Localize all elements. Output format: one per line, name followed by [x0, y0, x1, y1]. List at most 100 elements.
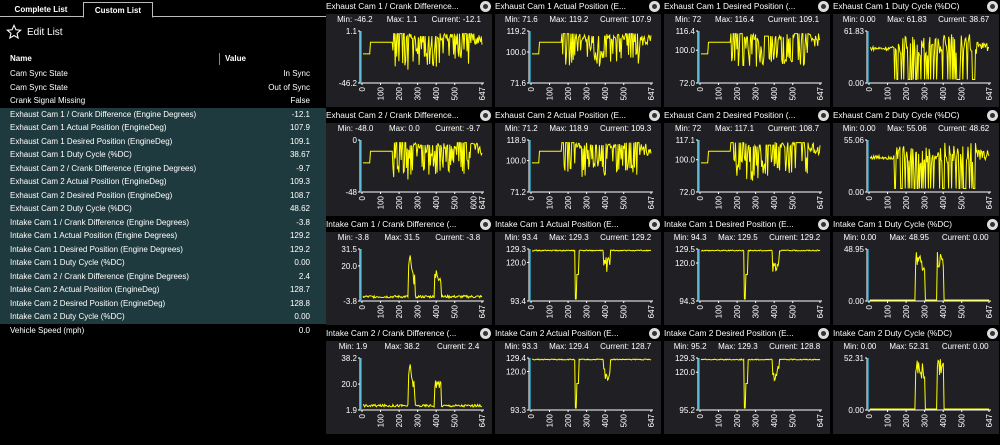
parameter-row[interactable]: Intake Cam 2 Duty Cycle (%DC) 0.00: [0, 310, 326, 324]
graph-plot: 119.2 100.0 71.60 100 200 300 400 500 647: [506, 27, 656, 100]
parameter-row[interactable]: Exhaust Cam 2 Duty Cycle (%DC) 48.62: [0, 202, 326, 216]
x-tick-label: 0: [865, 413, 874, 418]
x-tick-label: 400: [939, 413, 948, 427]
graph-options-icon[interactable]: [818, 219, 829, 230]
graph-panel[interactable]: Exhaust Cam 1 Actual Position (E... Min: …: [495, 0, 665, 109]
graph-panel[interactable]: Exhaust Cam 2 Desired Position (... Min: …: [664, 109, 834, 218]
parameter-row[interactable]: Vehicle Speed (mph) 0.0: [0, 324, 326, 338]
graph-current: Current: 129.2: [769, 233, 821, 242]
graph-options-icon[interactable]: [480, 1, 491, 12]
y-tick-label: 129.5: [675, 245, 696, 254]
parameter-row[interactable]: Exhaust Cam 1 Duty Cycle (%DC) 38.67: [0, 148, 326, 162]
graph-options-icon[interactable]: [649, 219, 660, 230]
graph-options-icon[interactable]: [818, 328, 829, 339]
y-tick-label: 61.83: [844, 27, 865, 36]
graph-panel[interactable]: Exhaust Cam 2 Actual Position (E... Min: …: [495, 109, 665, 218]
graph-options-icon[interactable]: [649, 110, 660, 121]
graph-options-icon[interactable]: [987, 328, 998, 339]
parameter-value: 129.2: [289, 231, 310, 240]
graph-options-icon[interactable]: [480, 219, 491, 230]
parameter-row[interactable]: Intake Cam 1 Actual Position (Engine Deg…: [0, 229, 326, 243]
parameter-row[interactable]: Cam Sync State In Sync: [0, 67, 326, 81]
x-tick-label: 100: [884, 413, 893, 427]
graph-panel[interactable]: Intake Cam 2 Duty Cycle (%DC) Min: 0.00 Ma…: [833, 327, 1000, 436]
y-tick-label: 20.0: [341, 262, 357, 271]
parameter-name: Crank Signal Missing: [10, 96, 86, 105]
parameter-row[interactable]: Crank Signal Missing False: [0, 94, 326, 108]
graph-panel[interactable]: Exhaust Cam 1 / Crank Difference... Min: …: [326, 0, 496, 109]
edit-list-button[interactable]: Edit List: [6, 24, 63, 40]
x-tick-label: 300: [752, 86, 761, 100]
column-header-name[interactable]: Name: [10, 54, 32, 63]
parameter-value: 128.7: [289, 285, 310, 294]
column-divider[interactable]: [219, 53, 220, 65]
graph-options-icon[interactable]: [649, 328, 660, 339]
parameter-row[interactable]: Exhaust Cam 1 Desired Position (EngineDe…: [0, 134, 326, 148]
graph-current: Current: 0.00: [941, 342, 989, 351]
x-tick-label: 400: [432, 304, 441, 318]
series-line: [701, 141, 821, 181]
parameter-row[interactable]: Cam Sync State Out of Sync: [0, 81, 326, 95]
graph-min: Min: 93.3: [504, 342, 538, 351]
parameter-row[interactable]: Exhaust Cam 2 Desired Position (EngineDe…: [0, 188, 326, 202]
graph-panel[interactable]: Exhaust Cam 2 / Crank Difference... Min: …: [326, 109, 496, 218]
parameter-value: 38.67: [289, 150, 310, 159]
x-tick-label: 400: [770, 195, 779, 209]
graph-panel[interactable]: Intake Cam 2 Actual Position (E... Min: 9…: [495, 327, 665, 436]
x-tick-label: 400: [601, 304, 610, 318]
y-tick-label: 93.3: [510, 406, 526, 415]
graph-plot: 116.4 100.0 72.00 100 200 300 400 500 647: [675, 27, 825, 100]
graph-panel[interactable]: Intake Cam 1 / Crank Difference (... Min:…: [326, 218, 496, 327]
x-tick-label: 647: [478, 195, 487, 209]
graph-panel[interactable]: Intake Cam 2 / Crank Difference (... Min:…: [326, 327, 496, 436]
graph-stats: Min: 0.00 Max: 52.31 Current: 0.00: [833, 342, 999, 353]
parameter-row[interactable]: Exhaust Cam 1 / Crank Difference (Engine…: [0, 107, 326, 121]
graph-panel[interactable]: Intake Cam 1 Duty Cycle (%DC) Min: 0.00 Ma…: [833, 218, 1000, 327]
series-line: [363, 141, 483, 180]
parameter-row[interactable]: Intake Cam 2 Desired Position (EngineDeg…: [0, 296, 326, 310]
graph-options-icon[interactable]: [987, 110, 998, 121]
tab-custom-list[interactable]: Custom List: [83, 2, 153, 18]
parameter-row[interactable]: Exhaust Cam 2 Actual Position (EngineDeg…: [0, 175, 326, 189]
parameter-value: 107.9: [289, 123, 310, 132]
x-tick-label: 647: [478, 304, 487, 318]
parameter-name: Intake Cam 1 / Crank Difference (Engine …: [10, 217, 190, 227]
graph-options-icon[interactable]: [480, 328, 491, 339]
parameter-row[interactable]: Intake Cam 2 / Crank Difference (Engine …: [0, 269, 326, 283]
graph-panel[interactable]: Intake Cam 2 Desired Position (E... Min: …: [664, 327, 834, 436]
graph-plot: 55.06 0.000 100 200 300 400 500 647: [844, 136, 994, 209]
graph-panel[interactable]: Exhaust Cam 2 Duty Cycle (%DC) Min: 0.00 M…: [833, 109, 1000, 218]
parameter-row[interactable]: Intake Cam 1 Desired Position (Engine De…: [0, 242, 326, 256]
graph-body: Min: 0.00 Max: 52.31 Current: 0.00 52.31 0.0…: [833, 341, 999, 434]
graph-panel[interactable]: Exhaust Cam 1 Duty Cycle (%DC) Min: 0.00 M…: [833, 0, 1000, 109]
y-tick-label: 120.0: [675, 368, 696, 377]
graph-panel[interactable]: Intake Cam 1 Desired Position (E... Min: …: [664, 218, 834, 327]
x-tick-label: 300: [921, 413, 930, 427]
tab-complete-list[interactable]: Complete List: [14, 5, 68, 14]
parameter-value: 48.62: [289, 204, 310, 213]
graph-options-icon[interactable]: [649, 1, 660, 12]
graph-title: Exhaust Cam 1 Desired Position (...: [664, 1, 796, 11]
parameter-value: In Sync: [283, 69, 310, 78]
series-line: [700, 358, 821, 409]
graph-current: Current: 109.3: [600, 124, 652, 133]
column-header-value[interactable]: Value: [225, 54, 246, 63]
graph-options-icon[interactable]: [987, 219, 998, 230]
parameter-row[interactable]: Exhaust Cam 2 / Crank Difference (Engine…: [0, 161, 326, 175]
parameter-value: -9.7: [296, 163, 310, 173]
parameter-row[interactable]: Intake Cam 2 Actual Position (EngineDeg)…: [0, 283, 326, 297]
parameter-value: 0.00: [294, 312, 310, 321]
parameter-row[interactable]: Intake Cam 1 Duty Cycle (%DC) 0.00: [0, 256, 326, 270]
graph-panel[interactable]: Exhaust Cam 1 Desired Position (... Min: …: [664, 0, 834, 109]
graph-options-icon[interactable]: [818, 110, 829, 121]
graph-min: Min: 71.2: [504, 124, 538, 133]
graph-options-icon[interactable]: [480, 110, 491, 121]
parameter-row[interactable]: Intake Cam 1 / Crank Difference (Engine …: [0, 215, 326, 229]
graph-options-icon[interactable]: [987, 1, 998, 12]
graph-options-icon[interactable]: [818, 1, 829, 12]
star-icon: [6, 24, 22, 40]
x-tick-label: 0: [358, 195, 367, 200]
graph-panel[interactable]: Intake Cam 1 Actual Position (E... Min: 9…: [495, 218, 665, 327]
graph-title: Intake Cam 1 Duty Cycle (%DC): [833, 219, 952, 229]
parameter-row[interactable]: Exhaust Cam 1 Actual Position (EngineDeg…: [0, 121, 326, 135]
